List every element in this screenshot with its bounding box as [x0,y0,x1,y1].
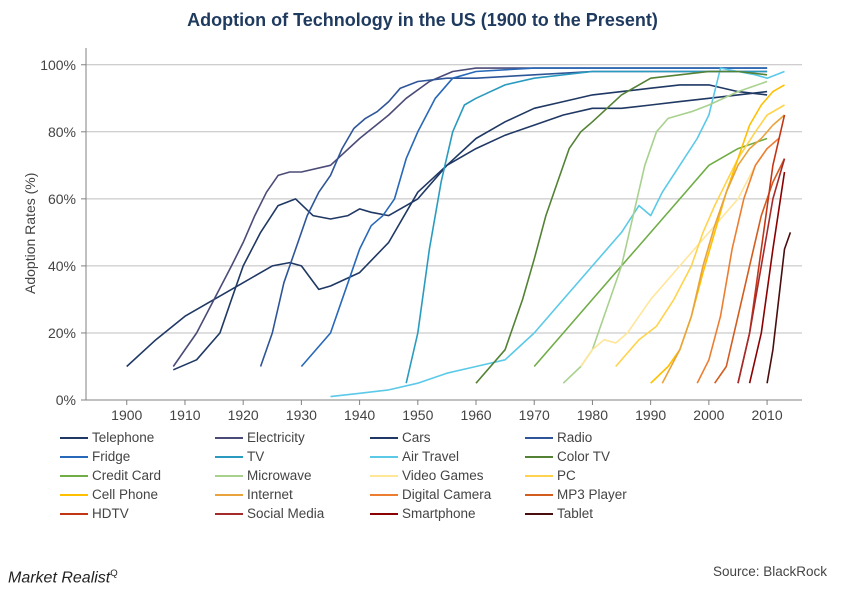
legend-label: Digital Camera [402,487,491,502]
legend-swatch [370,456,398,458]
legend-item: Social Media [215,506,358,521]
legend-item: Air Travel [370,449,513,464]
legend-label: MP3 Player [557,487,627,502]
legend-item: Cars [370,430,513,445]
legend-swatch [215,437,243,439]
legend-item: Microwave [215,468,358,483]
svg-text:2000: 2000 [693,407,724,423]
svg-text:1940: 1940 [344,407,375,423]
legend-label: Color TV [557,449,610,464]
legend-label: Radio [557,430,592,445]
legend-label: Microwave [247,468,312,483]
legend-swatch [525,437,553,439]
legend-swatch [60,513,88,515]
legend-label: HDTV [92,506,129,521]
svg-text:100%: 100% [40,57,76,73]
legend-swatch [60,494,88,496]
legend-label: Telephone [92,430,154,445]
svg-text:20%: 20% [48,325,76,341]
legend-label: TV [247,449,264,464]
legend-swatch [60,456,88,458]
legend-item: HDTV [60,506,203,521]
legend-swatch [525,513,553,515]
svg-text:1970: 1970 [519,407,550,423]
chart-container: Adoption of Technology in the US (1900 t… [0,0,845,600]
footer-source: Source: BlackRock [713,564,827,579]
svg-text:1920: 1920 [228,407,259,423]
legend-swatch [215,494,243,496]
legend-item: Video Games [370,468,513,483]
legend-label: Fridge [92,449,130,464]
svg-text:1910: 1910 [169,407,200,423]
legend-item: Smartphone [370,506,513,521]
svg-text:80%: 80% [48,124,76,140]
brand-mark-icon: Q [110,568,117,579]
svg-text:0%: 0% [56,392,76,408]
legend-label: Cell Phone [92,487,158,502]
legend-label: Video Games [402,468,484,483]
legend-swatch [525,475,553,477]
legend-swatch [525,456,553,458]
legend-swatch [215,475,243,477]
legend-swatch [370,475,398,477]
legend-label: Smartphone [402,506,476,521]
legend-item: Credit Card [60,468,203,483]
legend-label: Cars [402,430,431,445]
legend-label: Tablet [557,506,593,521]
legend-label: Air Travel [402,449,459,464]
legend-swatch [370,437,398,439]
legend: Telephone Electricity Cars Radio Fridge TV Air… [60,430,820,525]
legend-item: Radio [525,430,668,445]
legend-label: Social Media [247,506,324,521]
legend-label: Internet [247,487,293,502]
legend-item: Fridge [60,449,203,464]
legend-item: Color TV [525,449,668,464]
svg-text:1930: 1930 [286,407,317,423]
legend-swatch [370,494,398,496]
legend-label: PC [557,468,576,483]
legend-label: Credit Card [92,468,161,483]
brand-text: Market Realist [8,569,110,586]
legend-swatch [370,513,398,515]
legend-item: PC [525,468,668,483]
legend-item: Internet [215,487,358,502]
legend-item: MP3 Player [525,487,668,502]
legend-item: TV [215,449,358,464]
legend-swatch [60,437,88,439]
svg-text:60%: 60% [48,191,76,207]
legend-label: Electricity [247,430,305,445]
svg-text:2010: 2010 [751,407,782,423]
footer-brand: Market RealistQ [8,568,118,587]
svg-text:1990: 1990 [635,407,666,423]
legend-item: Telephone [60,430,203,445]
svg-text:1960: 1960 [460,407,491,423]
svg-text:40%: 40% [48,258,76,274]
legend-item: Digital Camera [370,487,513,502]
svg-text:1980: 1980 [577,407,608,423]
legend-item: Tablet [525,506,668,521]
svg-text:1900: 1900 [111,407,142,423]
legend-swatch [215,456,243,458]
svg-text:1950: 1950 [402,407,433,423]
legend-item: Cell Phone [60,487,203,502]
legend-swatch [60,475,88,477]
legend-swatch [525,494,553,496]
legend-item: Electricity [215,430,358,445]
legend-swatch [215,513,243,515]
